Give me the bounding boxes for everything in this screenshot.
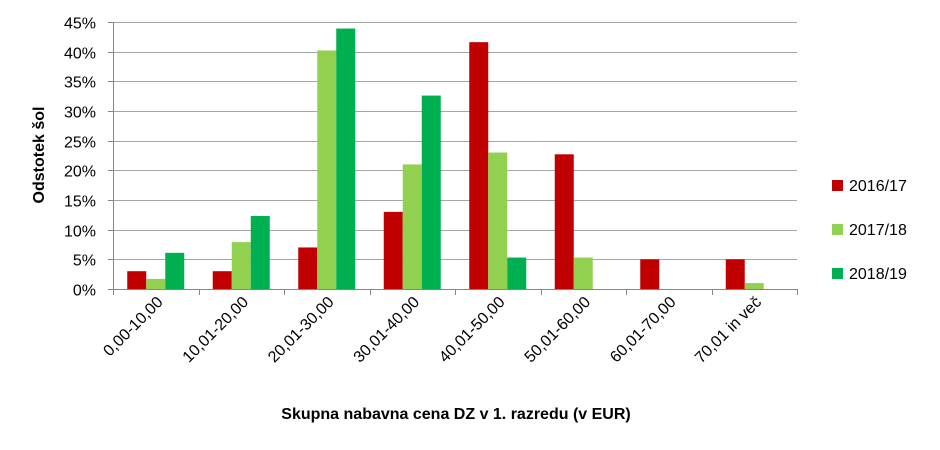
y-tick-label: 0% xyxy=(73,283,96,300)
legend: 2016/17 2017/18 2018/19 xyxy=(832,178,907,283)
x-axis-title: Skupna nabavna cena DZ v 1. razredu (v E… xyxy=(281,406,630,423)
y-tick-label: 10% xyxy=(64,224,96,241)
y-tick-labels: 0% 5% 10% 15% 20% 25% 30% 35% 40% 45% xyxy=(64,16,96,300)
y-tick-label: 25% xyxy=(64,135,96,152)
y-tick-label: 15% xyxy=(64,194,96,211)
bar xyxy=(573,257,593,289)
x-tick-label: 20,01-30,00 xyxy=(265,294,337,366)
bar xyxy=(231,242,251,289)
bar xyxy=(146,278,166,289)
bar xyxy=(336,28,356,289)
bar xyxy=(507,257,527,289)
y-tick-label: 40% xyxy=(64,46,96,63)
x-tick-label: 50,01-60,00 xyxy=(522,294,594,366)
y-tick-label: 35% xyxy=(64,75,96,92)
bar xyxy=(298,247,318,289)
bar xyxy=(127,271,147,289)
bar xyxy=(165,252,185,289)
x-tick-label: 40,01-50,00 xyxy=(436,294,508,366)
legend-label: 2016/17 xyxy=(849,178,907,195)
y-tick-label: 30% xyxy=(64,105,96,122)
bars-group xyxy=(127,28,764,290)
legend-swatch xyxy=(832,268,843,279)
y-tick-label: 45% xyxy=(64,16,96,33)
bar xyxy=(212,271,232,289)
bar xyxy=(317,50,337,290)
y-tick-label: 20% xyxy=(64,164,96,181)
bar xyxy=(725,259,745,289)
legend-label: 2017/18 xyxy=(849,222,907,239)
bar xyxy=(383,211,403,289)
bar xyxy=(250,216,270,289)
x-tick-label: 0,00-10,00 xyxy=(100,294,166,360)
x-tick-label: 70,01 in več xyxy=(692,294,765,367)
bar xyxy=(640,259,660,289)
bar xyxy=(488,152,508,289)
x-tick-label: 60,01-70,00 xyxy=(607,294,679,366)
axes xyxy=(113,22,798,295)
bar xyxy=(554,154,574,289)
gridlines xyxy=(108,22,797,290)
bar xyxy=(402,164,422,289)
y-axis-title: Odstotek šol xyxy=(31,107,48,204)
bar xyxy=(744,283,764,289)
x-tick-label: 30,01-40,00 xyxy=(351,294,423,366)
y-tick-label: 5% xyxy=(73,253,96,270)
x-tick-labels: 0,00-10,00 10,01-20,00 20,01-30,00 30,01-40… xyxy=(100,294,765,367)
x-tick-label: 10,01-20,00 xyxy=(180,294,252,366)
bar xyxy=(469,42,489,289)
bar xyxy=(421,95,441,289)
legend-swatch xyxy=(832,180,843,191)
legend-swatch xyxy=(832,224,843,235)
legend-label: 2018/19 xyxy=(849,266,907,283)
